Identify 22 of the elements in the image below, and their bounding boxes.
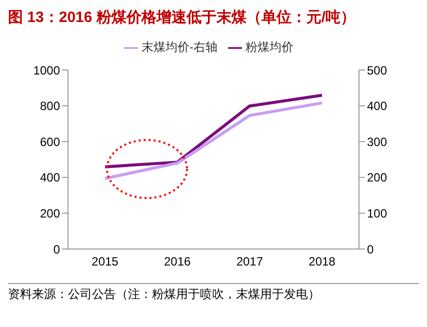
chart-title: 图 13：2016 粉煤价格增速低于末煤（单位：元/吨） — [8, 8, 357, 27]
y-tick-label: 0 — [53, 242, 60, 256]
y2-tick-label: 0 — [367, 242, 374, 256]
y2-tick-label: 200 — [367, 170, 388, 185]
x-tick-label: 2015 — [92, 254, 119, 269]
text: 资料来源：公司公告（注：粉煤用于喷吹，末煤用于发电） — [8, 286, 419, 303]
line-series — [104, 101, 324, 180]
legend-label: 粉煤均价 — [246, 40, 294, 54]
x-tick-label: 2018 — [308, 254, 336, 269]
y-tick-label: 1000 — [33, 63, 60, 78]
y-tick-label: 400 — [40, 170, 60, 185]
x-tick-label: 2016 — [164, 254, 192, 269]
y-tick-label: 800 — [40, 99, 60, 114]
y2-tick-label: 500 — [367, 63, 388, 78]
y2-tick-label: 300 — [367, 134, 388, 149]
y-tick-label: 200 — [40, 206, 60, 220]
y-tick-label: 600 — [40, 134, 60, 149]
y2-tick-label: 400 — [367, 99, 388, 114]
x-tick-label: 2017 — [236, 254, 264, 269]
legend-label: 末煤均价-右轴 — [142, 40, 218, 54]
line-series — [104, 94, 324, 168]
y2-tick-label: 100 — [367, 206, 388, 220]
